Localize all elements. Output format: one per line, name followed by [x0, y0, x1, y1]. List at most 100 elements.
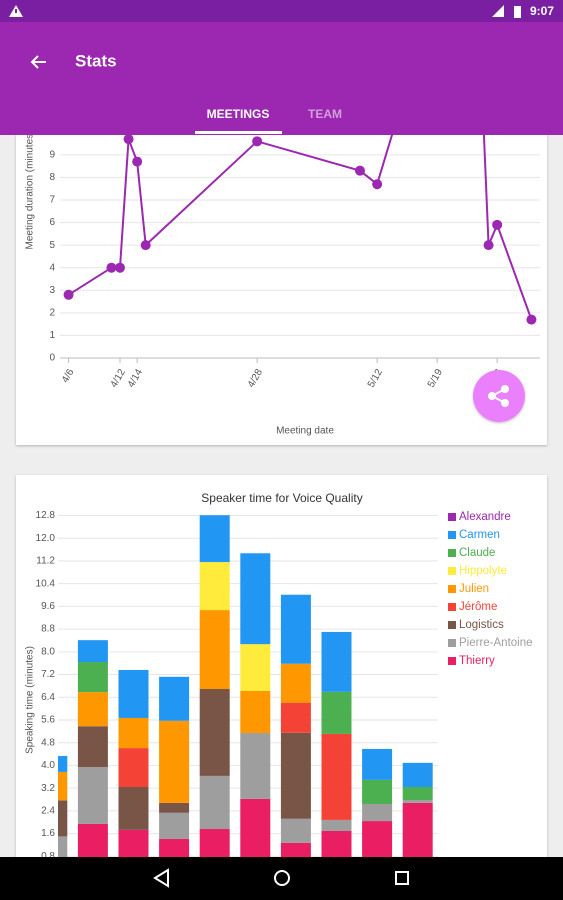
point: [123, 134, 134, 145]
bar-segment: [159, 676, 190, 721]
tab[interactable]: TEAM: [308, 107, 342, 121]
bar-segment: [362, 779, 393, 805]
tab[interactable]: MEETINGS: [207, 107, 270, 121]
y-tick-label: 6.4: [41, 692, 55, 703]
y-tick-label: 1: [49, 330, 55, 341]
point: [492, 219, 503, 230]
bar-segment: [402, 762, 433, 787]
app-title: Stats: [75, 51, 117, 70]
legend-label: Carmen: [459, 529, 500, 541]
legend-label: Pierre-Antoine: [459, 637, 533, 649]
bar-segment: [402, 800, 433, 803]
y-tick-label: 7.2: [41, 669, 55, 680]
legend-label: Claude: [459, 547, 495, 559]
x-axis-title: Meeting date: [276, 426, 334, 437]
share-button[interactable]: [473, 370, 525, 422]
clock: 9:07: [530, 4, 554, 18]
bar-segment: [159, 720, 190, 803]
battery-icon: [514, 6, 521, 18]
y-axis-title: Speaking time (minutes): [25, 646, 36, 754]
legend-swatch: [448, 639, 456, 647]
nav-home[interactable]: [274, 870, 290, 886]
point: [63, 289, 74, 300]
y-tick-label: 12.8: [36, 510, 56, 521]
y-tick-label: 0.8: [41, 851, 55, 862]
nav-back[interactable]: [153, 868, 169, 888]
bar-segment: [362, 748, 393, 780]
bar-segment: [280, 702, 311, 733]
signal-icon: [492, 5, 504, 17]
bar-segment: [199, 775, 230, 830]
bar-segment: [118, 786, 149, 830]
y-tick-label: 9: [49, 149, 55, 160]
point: [252, 136, 263, 147]
legend-swatch: [448, 549, 456, 557]
bar-segment: [199, 562, 230, 611]
share-icon: [488, 385, 509, 407]
legend-swatch: [448, 531, 456, 539]
legend-label: Jérôme: [459, 601, 497, 613]
nav-recent[interactable]: [395, 871, 409, 885]
y-tick-label: 5: [49, 240, 55, 251]
bar-segment: [77, 767, 108, 824]
bar-segment: [321, 733, 352, 820]
bar-segment: [77, 726, 108, 768]
point: [140, 240, 151, 251]
bar-segment: [58, 756, 68, 772]
bar-segment: [159, 802, 190, 813]
bar-segment: [118, 669, 149, 718]
point: [372, 179, 383, 190]
legend-label: Logistics: [459, 619, 504, 631]
bar-segment: [321, 819, 352, 832]
point: [526, 314, 537, 325]
y-tick-label: 0: [49, 353, 55, 364]
bar-segment: [280, 663, 311, 703]
bar-segment: [58, 800, 68, 837]
y-tick-label: 4: [49, 262, 55, 273]
y-tick-label: 9.6: [41, 601, 55, 612]
bar-segment: [280, 818, 311, 843]
y-axis-title: Meeting duration (minutes): [25, 131, 36, 250]
bar-segment: [321, 631, 352, 692]
tab-indicator: [195, 131, 282, 134]
bar-segment: [58, 771, 68, 801]
y-tick-label: 7: [49, 195, 55, 206]
y-tick-label: 2: [49, 307, 55, 318]
y-tick-label: 2.4: [41, 805, 55, 816]
legend-swatch: [448, 603, 456, 611]
bar-segment: [280, 594, 311, 664]
bar-segment: [118, 717, 149, 749]
y-tick-label: 11.2: [36, 556, 55, 567]
legend-label: Julien: [459, 583, 489, 595]
y-tick-label: 6: [49, 217, 55, 228]
y-tick-label: 4.0: [41, 760, 55, 771]
bar-segment: [362, 804, 393, 822]
line: [68, 41, 533, 320]
nav-bar: [0, 857, 563, 900]
bar-segment: [240, 553, 271, 645]
bar-segment: [321, 691, 352, 734]
point: [115, 262, 125, 273]
bar-segment: [199, 689, 230, 776]
warning-icon: [15, 9, 17, 13]
chart-title: Speaker time for Voice Quality: [201, 491, 362, 505]
fab[interactable]: [473, 370, 525, 422]
back-button[interactable]: [30, 55, 46, 69]
legend-swatch: [448, 567, 456, 575]
bar-segment: [280, 732, 311, 819]
legend-swatch: [448, 513, 456, 521]
y-tick-label: 10.4: [36, 578, 56, 589]
legend-swatch: [448, 585, 456, 593]
point: [132, 156, 143, 167]
legend-label: Alexandre: [459, 511, 511, 523]
y-tick-label: 8.0: [41, 646, 55, 657]
bar-segment: [77, 662, 108, 693]
y-tick-label: 5.6: [41, 715, 55, 726]
y-tick-label: 3: [49, 285, 55, 296]
y-tick-label: 3.2: [41, 783, 55, 794]
bar-segment: [118, 748, 149, 787]
bar-segment: [199, 515, 230, 563]
legend-swatch: [448, 657, 456, 665]
